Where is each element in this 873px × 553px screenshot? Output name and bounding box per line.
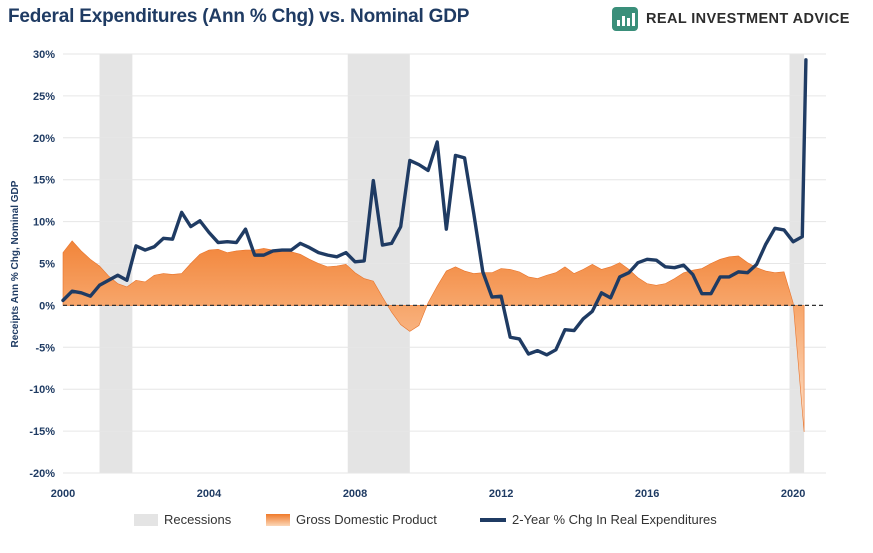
y-tick-label: 5%	[39, 259, 55, 271]
y-tick-label: 30%	[33, 49, 55, 61]
bar-chart-icon	[612, 7, 638, 31]
expenditure-line-series	[61, 58, 808, 357]
y-tick-label: 15%	[33, 175, 55, 187]
x-tick-label: 2000	[51, 488, 75, 500]
gdp-area	[62, 240, 805, 432]
y-tick-label: 25%	[33, 91, 55, 103]
y-tick-label: -5%	[35, 342, 55, 354]
chart-title: Federal Expenditures (Ann % Chg) vs. Nom…	[8, 6, 470, 27]
y-tick-label: -15%	[29, 426, 55, 438]
x-axis-ticks: 2000 2004 2008 2012 2016 2020	[51, 488, 806, 500]
legend-label-expenditures: 2-Year % Chg In Real Expenditures	[512, 512, 717, 527]
brand: REAL INVESTMENT ADVICE	[612, 6, 850, 32]
x-tick-label: 2012	[489, 488, 513, 500]
legend-item-expenditures: 2-Year % Chg In Real Expenditures	[480, 512, 717, 527]
y-axis-label: Receipts Ann % Chg, Nominal GDP	[10, 180, 21, 347]
legend-item-recessions: Recessions	[134, 512, 231, 527]
x-tick-label: 2016	[635, 488, 659, 500]
legend-item-gdp: Gross Domestic Product	[266, 512, 437, 527]
expenditure-line	[61, 58, 808, 357]
legend-swatch-gdp	[266, 513, 290, 526]
y-tick-label: 20%	[33, 133, 55, 145]
x-tick-label: 2020	[781, 488, 805, 500]
y-tick-label: 0%	[39, 300, 55, 312]
chart: -20%-15%-10%-5%0%5%10%15%20%25%30% 2000 2…	[10, 49, 826, 500]
brand-name: REAL INVESTMENT ADVICE	[646, 11, 850, 27]
y-tick-label: 10%	[33, 217, 55, 229]
legend-label-recessions: Recessions	[164, 512, 232, 527]
y-tick-label: -20%	[29, 468, 55, 480]
gdp-area-series	[62, 240, 805, 432]
gridlines	[63, 53, 826, 474]
legend-label-gdp: Gross Domestic Product	[296, 512, 437, 527]
x-tick-label: 2008	[343, 488, 367, 500]
x-tick-label: 2004	[197, 488, 222, 500]
legend-swatch-recessions	[134, 513, 158, 526]
y-axis-ticks: -20% -15% -10% -5% 0% 5% 10% 15% 20% 25% 30%	[29, 49, 55, 480]
y-tick-label: -10%	[29, 384, 55, 396]
legend: Recessions Gross Domestic Product 2-Year…	[0, 508, 873, 532]
legend-swatch-expenditures	[480, 517, 506, 522]
